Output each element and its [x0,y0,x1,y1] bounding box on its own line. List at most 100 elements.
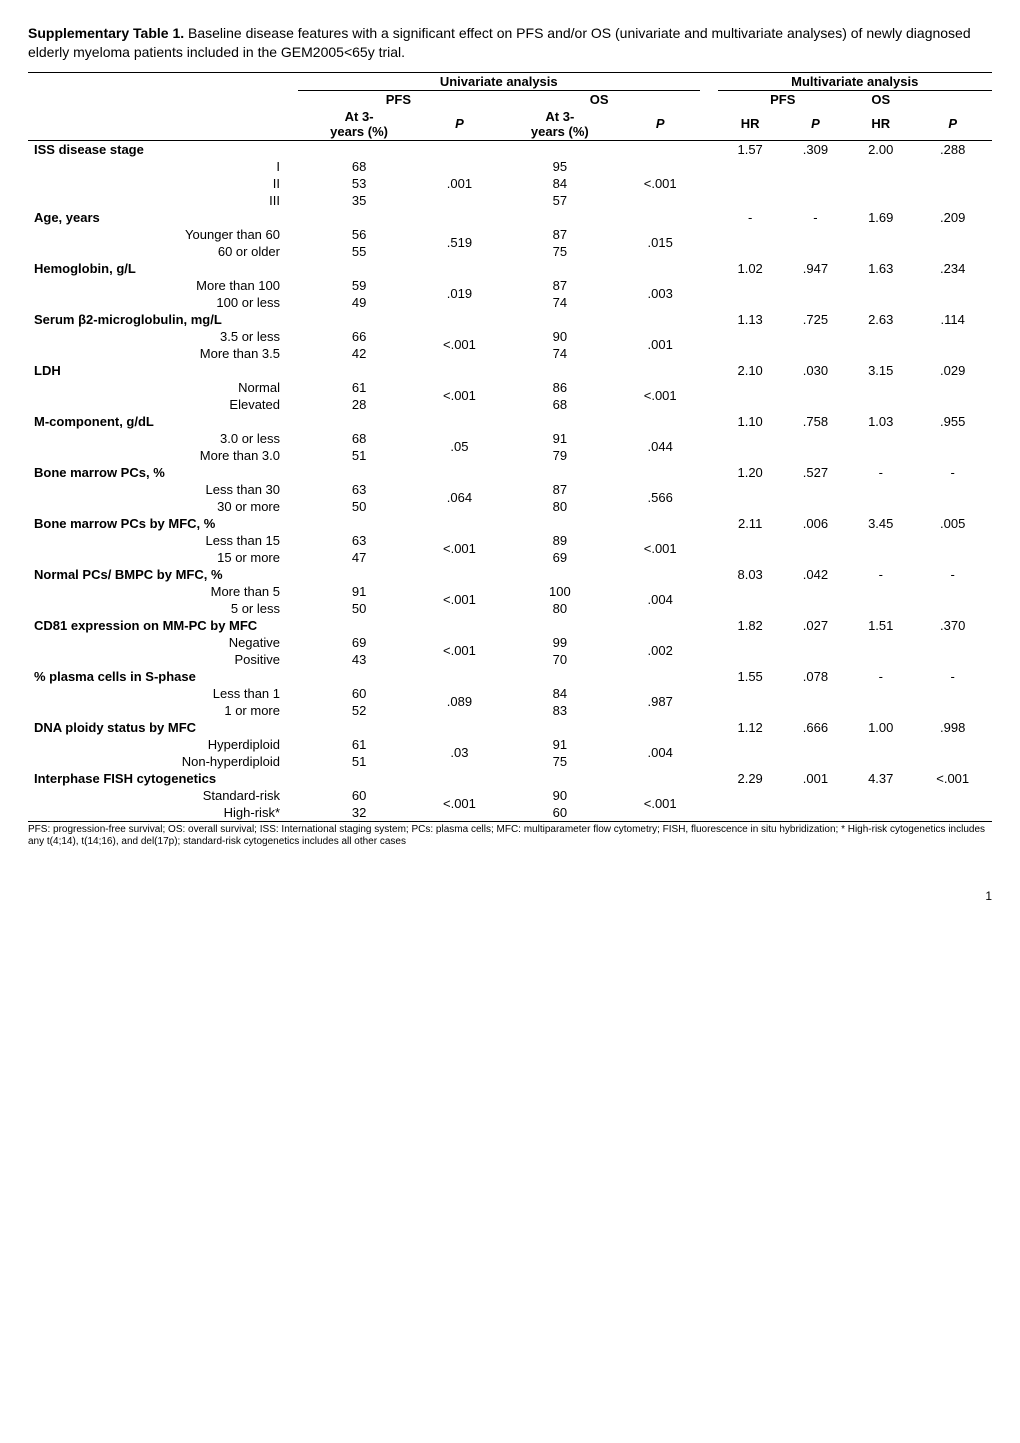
uni-os-value: 74 [499,294,621,311]
header-at3-pfs: At 3-years (%) [298,108,420,141]
multi-os_hr: - [848,566,913,583]
multi-pfs_p: - [783,209,848,226]
multi-os_hr: - [848,464,913,481]
uni-pfs-value: 49 [298,294,420,311]
multi-os_p: - [913,566,992,583]
multi-pfs_p: .001 [783,770,848,787]
uni-pfs-value: 69 [298,634,420,651]
row-sublabel: 3.0 or less [28,430,298,447]
uni-pfs-p: .05 [420,430,499,464]
uni-pfs-value: 68 [298,430,420,447]
multi-pfs_hr: 1.20 [718,464,783,481]
uni-os-value: 90 [499,787,621,804]
table-title: Supplementary Table 1. Baseline disease … [28,24,992,62]
row-sublabel: II [28,175,298,192]
page-number: 1 [28,889,992,903]
header-multivariate: Multivariate analysis [718,72,993,90]
uni-os-p: .566 [621,481,700,515]
row-sublabel: 60 or older [28,243,298,260]
header-hr-os: HR [848,108,913,141]
uni-pfs-value: 42 [298,345,420,362]
group-label: LDH [28,362,298,379]
uni-pfs-value: 63 [298,481,420,498]
header-univariate: Univariate analysis [298,72,700,90]
uni-os-p: .001 [621,328,700,362]
uni-pfs-value: 60 [298,787,420,804]
multi-os_hr: 2.00 [848,140,913,158]
uni-os-value: 87 [499,226,621,243]
multi-pfs_hr: 1.57 [718,140,783,158]
row-sublabel: Non-hyperdiploid [28,753,298,770]
uni-os-value: 100 [499,583,621,600]
uni-os-value: 99 [499,634,621,651]
multi-pfs_p: .042 [783,566,848,583]
group-label: Serum β2-microglobulin, mg/L [28,311,298,328]
title-bold: Supplementary Table 1. [28,25,184,41]
multi-os_p: .234 [913,260,992,277]
multi-pfs_p: .666 [783,719,848,736]
uni-os-p: <.001 [621,158,700,209]
multi-pfs_p: .030 [783,362,848,379]
uni-os-value: 86 [499,379,621,396]
multi-os_p: .998 [913,719,992,736]
multi-os_hr: - [848,668,913,685]
multi-os_hr: 3.15 [848,362,913,379]
group-label: Bone marrow PCs by MFC, % [28,515,298,532]
multi-pfs_hr: 1.10 [718,413,783,430]
row-sublabel: More than 3.0 [28,447,298,464]
row-sublabel: 1 or more [28,702,298,719]
uni-os-p: .987 [621,685,700,719]
multi-os_p: - [913,668,992,685]
group-label: % plasma cells in S-phase [28,668,298,685]
uni-pfs-p: .001 [420,158,499,209]
row-sublabel: Positive [28,651,298,668]
row-sublabel: Elevated [28,396,298,413]
uni-os-value: 69 [499,549,621,566]
uni-pfs-value: 63 [298,532,420,549]
row-sublabel: Younger than 60 [28,226,298,243]
header-os-uni: OS [499,90,700,108]
uni-os-value: 84 [499,685,621,702]
uni-os-value: 57 [499,192,621,209]
header-p-pfs-uni: P [420,108,499,141]
uni-pfs-value: 55 [298,243,420,260]
uni-os-value: 74 [499,345,621,362]
uni-os-value: 83 [499,702,621,719]
row-sublabel: More than 5 [28,583,298,600]
uni-os-value: 70 [499,651,621,668]
uni-pfs-p: <.001 [420,328,499,362]
uni-pfs-value: 61 [298,736,420,753]
multi-pfs_hr: 8.03 [718,566,783,583]
uni-os-p: .004 [621,736,700,770]
uni-os-p: .002 [621,634,700,668]
group-label: M-component, g/dL [28,413,298,430]
uni-os-value: 75 [499,243,621,260]
multi-os_p: - [913,464,992,481]
table-body: ISS disease stage1.57.3092.00.288I68.001… [28,140,992,821]
uni-pfs-p: .089 [420,685,499,719]
uni-pfs-value: 35 [298,192,420,209]
multi-os_hr: 1.69 [848,209,913,226]
header-hr-pfs: HR [718,108,783,141]
multi-pfs_p: .078 [783,668,848,685]
uni-os-value: 60 [499,804,621,822]
uni-pfs-p: .019 [420,277,499,311]
uni-os-value: 80 [499,498,621,515]
uni-os-value: 79 [499,447,621,464]
group-label: Age, years [28,209,298,226]
group-label: Interphase FISH cytogenetics [28,770,298,787]
multi-pfs_p: .947 [783,260,848,277]
uni-pfs-p: <.001 [420,583,499,617]
uni-pfs-value: 66 [298,328,420,345]
multi-pfs_hr: 2.10 [718,362,783,379]
uni-os-p: .044 [621,430,700,464]
row-sublabel: Normal [28,379,298,396]
uni-os-value: 91 [499,430,621,447]
uni-os-p: .003 [621,277,700,311]
uni-pfs-value: 91 [298,583,420,600]
header-p-os-uni: P [621,108,700,141]
uni-pfs-value: 68 [298,158,420,175]
uni-os-p: .004 [621,583,700,617]
multi-os_hr: 1.51 [848,617,913,634]
multi-os_p: .370 [913,617,992,634]
